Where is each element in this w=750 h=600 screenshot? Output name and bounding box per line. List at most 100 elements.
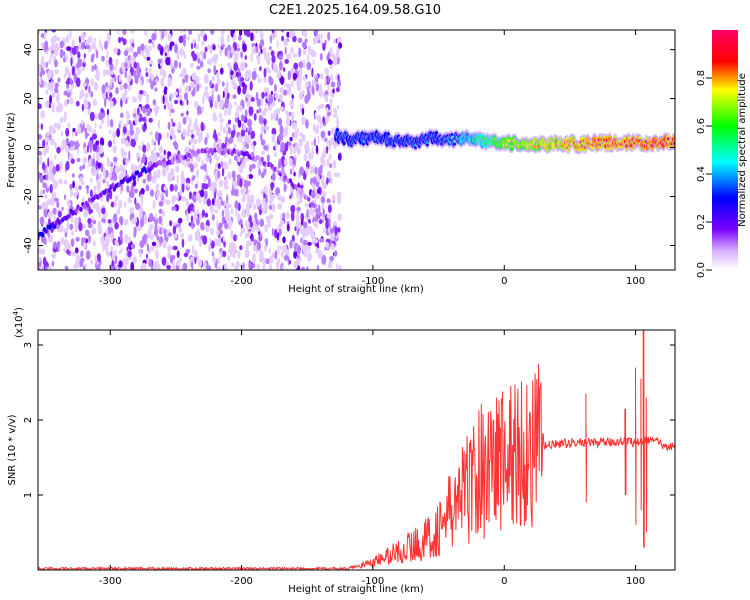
spectrogram-noise-cell: [221, 209, 225, 217]
spectrogram-noise-cell: [161, 222, 164, 227]
spectrogram-noise-cell: [314, 238, 318, 244]
spectrogram-noise-cell: [148, 117, 153, 123]
spectrogram-noise-cell: [39, 76, 42, 85]
spectrogram-noise-cell: [101, 84, 106, 94]
spectrogram-noise-cell: [228, 219, 233, 226]
spectrogram-noise-cell: [331, 194, 336, 201]
spectrogram-noise-cell: [220, 67, 224, 75]
spectrogram-noise-cell: [113, 156, 118, 163]
spectrogram-noise-cell: [150, 233, 154, 241]
spectrogram-noise-cell: [75, 186, 78, 191]
spectrogram-noise-cell: [332, 56, 338, 66]
spectrogram-noise-cell: [329, 232, 335, 240]
spectrogram-noise-cell: [173, 245, 178, 251]
spectrogram-noise-cell: [170, 60, 173, 70]
spectrogram-noise-cell: [224, 47, 228, 57]
spectrogram-noise-cell: [221, 167, 225, 177]
spectrogram-noise-cell: [82, 237, 87, 242]
spectrogram-noise-cell: [203, 34, 208, 42]
spectrogram-noise-cell: [38, 150, 43, 156]
spectrogram-noise-cell: [93, 81, 99, 91]
spectrogram-noise-cell: [312, 210, 315, 218]
spectrogram-noise-cell: [149, 60, 154, 65]
spectrogram-noise-cell: [174, 91, 179, 96]
spectrogram-noise-cell: [327, 75, 330, 83]
spectrogram-noise-cell: [176, 259, 181, 267]
spectrogram-noise-cell: [227, 33, 230, 44]
spectrogram-noise-cell: [218, 190, 223, 199]
spectrogram-noise-cell: [264, 107, 268, 113]
spectrogram-noise-cell: [142, 178, 146, 184]
spectrogram-noise-cell: [293, 130, 299, 140]
spectrogram-noise-cell: [66, 198, 69, 207]
y-tick-label: 40: [23, 43, 34, 56]
spectrogram-noise-cell: [57, 77, 61, 83]
spectrogram-noise-cell: [127, 197, 131, 203]
spectrogram-noise-cell: [215, 133, 218, 142]
spectrogram-noise-cell: [270, 90, 273, 96]
spectrogram-noise-cell: [260, 133, 263, 142]
spectrogram-noise-cell: [163, 149, 166, 155]
spectrogram-noise-cell: [316, 114, 322, 122]
spectrogram-noise-cell: [56, 241, 61, 249]
spectrogram-noise-cell: [215, 83, 219, 92]
spectrogram-noise-cell: [306, 208, 309, 218]
spectrogram-noise-cell: [246, 209, 250, 219]
spectrogram-noise-cell: [169, 254, 174, 264]
spectrogram-noise-cell: [292, 72, 298, 80]
spectrogram-noise-cell: [261, 207, 267, 215]
spectrogram-noise-cell: [73, 192, 78, 198]
spectrogram-noise-cell: [336, 263, 339, 270]
spectrogram-noise-cell: [322, 42, 326, 51]
spectrogram-noise-cell: [101, 55, 105, 62]
spectrogram-noise-cell: [237, 155, 241, 163]
spectrogram-noise-cell: [297, 254, 300, 259]
spectrogram-noise-cell: [78, 222, 83, 232]
spectrogram-noise-cell: [264, 224, 268, 233]
spectrogram-noise-cell: [284, 46, 287, 55]
spectrogram-noise-cell: [144, 104, 150, 110]
spectrogram-noise-cell: [185, 197, 189, 207]
spectrogram-noise-cell: [212, 44, 216, 51]
spectrogram-noise-cell: [218, 179, 223, 188]
spectrogram-noise-cell: [336, 116, 339, 126]
spectrogram-noise-cell: [298, 61, 303, 69]
spectrogram-noise-cell: [248, 106, 254, 116]
spectrogram-noise-cell: [146, 78, 149, 84]
spectrogram-noise-cell: [270, 194, 276, 200]
spectrogram-noise-cell: [246, 93, 251, 99]
spectrogram-noise-cell: [259, 232, 262, 241]
spectrogram-noise-cell: [66, 46, 72, 52]
spectrogram-noise-cell: [117, 30, 120, 35]
spectrogram-noise-cell: [258, 167, 261, 176]
spectrogram-noise-cell: [289, 239, 293, 249]
spectrogram-noise-cell: [260, 123, 264, 134]
spectrogram-noise-cell: [264, 87, 268, 93]
spectrogram-noise-cell: [154, 217, 159, 225]
spectrogram-noise-cell: [219, 48, 223, 56]
spectrogram-noise-cell: [70, 223, 73, 231]
spectrogram-noise-cell: [97, 226, 103, 235]
spectrogram-noise-cell: [290, 47, 294, 54]
spectrogram-noise-cell: [281, 264, 285, 270]
spectrogram-noise-cell: [247, 180, 251, 187]
spectrogram-noise-cell: [82, 157, 88, 164]
spectrogram-track-cell: [111, 182, 115, 188]
spectrogram-noise-cell: [330, 243, 335, 251]
spectrogram-noise-cell: [235, 206, 238, 217]
spectrogram-noise-cell: [314, 127, 320, 135]
spectrogram-noise-cell: [279, 176, 284, 181]
spectrogram-noise-cell: [320, 195, 326, 204]
spectrogram-noise-cell: [313, 51, 317, 58]
spectrogram-noise-cell: [191, 50, 195, 58]
spectrogram-noise-cell: [82, 82, 87, 88]
spectrogram-noise-cell: [176, 250, 180, 258]
spectrogram-noise-cell: [157, 119, 161, 130]
spectrogram-noise-cell: [65, 137, 70, 145]
spectrogram-noise-cell: [286, 224, 290, 232]
spectrogram-noise-cell: [183, 34, 187, 40]
spectrogram-noise-cell: [165, 150, 168, 158]
spectrogram-noise-cell: [193, 249, 198, 258]
spectrogram-noise-cell: [302, 75, 307, 81]
spectrogram-noise-cell: [108, 172, 112, 180]
